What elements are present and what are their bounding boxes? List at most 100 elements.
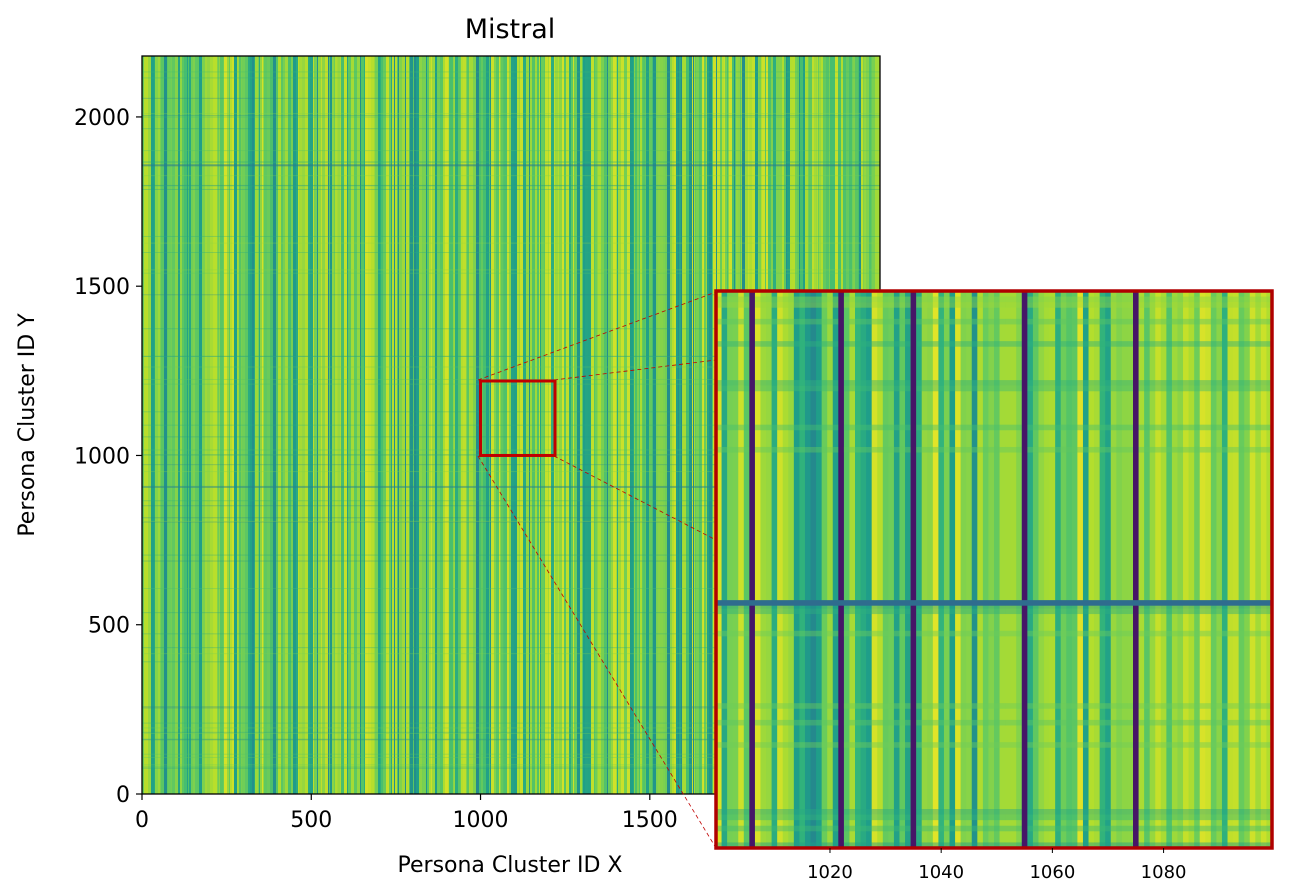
- heatmap-column: [161, 56, 164, 794]
- heatmap-column: [270, 56, 273, 794]
- inset-column: [1183, 291, 1190, 848]
- inset-column: [738, 291, 745, 848]
- heatmap-column: [337, 56, 338, 794]
- inset-rows: [716, 296, 1272, 848]
- inset-row: [716, 341, 1272, 347]
- heatmap-row: [142, 661, 880, 663]
- heatmap-column: [399, 56, 400, 794]
- heatmap-column: [689, 56, 692, 794]
- zoom-inset: 1020 1040 1060 1080: [714, 289, 1274, 883]
- y-tick-label: 1000: [74, 444, 130, 469]
- heatmap-column: [541, 56, 544, 794]
- heatmap-column: [291, 56, 293, 794]
- heatmap-column: [461, 56, 463, 794]
- heatmap-column: [394, 56, 395, 794]
- x-axis-label: Persona Cluster ID X: [398, 853, 623, 878]
- heatmap-column: [683, 56, 686, 794]
- heatmap-column: [642, 56, 643, 794]
- heatmap-column: [167, 56, 168, 794]
- heatmap-column: [413, 56, 414, 794]
- heatmap-row: [142, 588, 880, 590]
- heatmap-column: [681, 56, 682, 794]
- inset-column: [877, 291, 884, 848]
- y-tick-label: 1500: [74, 275, 130, 300]
- inset-column: [943, 291, 951, 848]
- heatmap-column: [652, 56, 653, 794]
- heatmap-column: [463, 56, 466, 794]
- heatmap-column: [483, 56, 486, 794]
- inset-column: [810, 291, 817, 848]
- heatmap-column: [213, 56, 214, 794]
- heatmap-column: [667, 56, 670, 794]
- heatmap-column: [670, 56, 672, 794]
- inset-row: [716, 446, 1272, 453]
- heatmap-row: [142, 175, 880, 177]
- inset-columns: [716, 291, 1273, 848]
- inset-column: [827, 291, 834, 848]
- heatmap-column: [197, 56, 199, 794]
- heatmap-column: [223, 56, 224, 794]
- heatmap-row: [142, 161, 880, 163]
- heatmap-column: [443, 56, 445, 794]
- inset-column: [732, 291, 739, 848]
- inset-row: [716, 719, 1272, 726]
- heatmap-column: [657, 56, 658, 794]
- heatmap-column: [392, 56, 394, 794]
- heatmap-column: [207, 56, 210, 794]
- heatmap-column: [239, 56, 241, 794]
- heatmap-row: [142, 97, 880, 99]
- heatmap-column: [175, 56, 178, 794]
- heatmap-row: [142, 517, 880, 519]
- heatmap-column: [660, 56, 663, 794]
- inset-column: [966, 291, 973, 848]
- heatmap-column: [227, 56, 229, 794]
- heatmap-column: [449, 56, 450, 794]
- heatmap-column: [532, 56, 535, 794]
- heatmap-column: [232, 56, 234, 794]
- heatmap-column: [155, 56, 158, 794]
- inset-dark-column: [1133, 291, 1139, 848]
- heatmap-column: [674, 56, 676, 794]
- heatmap-column: [453, 56, 454, 794]
- inset-column: [743, 291, 750, 848]
- heatmap-column: [262, 56, 263, 794]
- heatmap-row: [142, 269, 880, 271]
- inset-row: [716, 814, 1272, 821]
- heatmap-column: [248, 56, 250, 794]
- heatmap-row: [142, 521, 880, 523]
- inset-column: [804, 291, 812, 848]
- inset-column: [1171, 291, 1178, 848]
- inset-column: [1227, 291, 1234, 848]
- heatmap-column: [694, 56, 695, 794]
- inset-column: [1138, 291, 1145, 848]
- inset-row: [716, 302, 1272, 308]
- heatmap-row: [142, 161, 880, 163]
- heatmap-column: [210, 56, 213, 794]
- heatmap-row: [142, 612, 880, 614]
- heatmap-column: [618, 56, 621, 794]
- heatmap-column: [302, 56, 305, 794]
- inset-column: [1188, 291, 1195, 848]
- heatmap-column: [191, 56, 193, 794]
- inset-row: [716, 608, 1272, 615]
- heatmap-column: [168, 56, 171, 794]
- heatmap-column: [398, 56, 399, 794]
- inset-column: [1066, 291, 1073, 848]
- heatmap-column: [314, 56, 317, 794]
- heatmap-row: [142, 383, 880, 385]
- heatmap-column: [692, 56, 693, 794]
- inset-column: [1044, 291, 1051, 848]
- inset-column: [1255, 291, 1262, 848]
- heatmap-column: [564, 56, 566, 794]
- heatmap-row: [142, 128, 880, 130]
- heatmap-column: [591, 56, 594, 794]
- heatmap-column: [410, 56, 413, 794]
- heatmap-column: [383, 56, 386, 794]
- heatmap-row: [142, 355, 880, 357]
- inset-column: [1210, 291, 1217, 848]
- heatmap-row: [142, 767, 880, 769]
- heatmap-column: [702, 56, 703, 794]
- heatmap-column: [341, 56, 344, 794]
- heatmap-column: [707, 56, 709, 794]
- heatmap-column: [250, 56, 252, 794]
